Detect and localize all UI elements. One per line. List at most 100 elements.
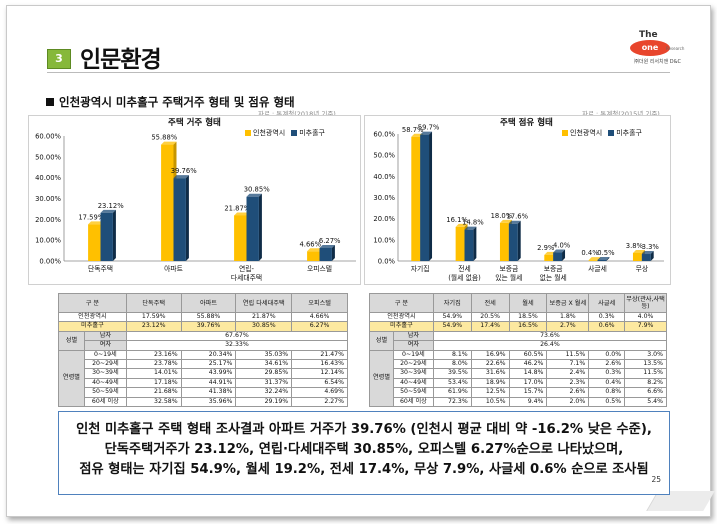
data-label: 6.27%	[319, 237, 341, 245]
table-cell: 16.5%	[508, 321, 548, 332]
table-cell: 0~19세	[83, 349, 127, 361]
bar	[499, 222, 509, 261]
table-cell: 5.4%	[624, 396, 667, 408]
table-cell: 18.9%	[470, 377, 510, 389]
table-row: 미추홀구 54.9% 17.4% 16.5% 2.7% 0.6% 7.9%	[369, 321, 667, 332]
data-label: 17.6%	[506, 213, 528, 221]
table-cell: 32.24%	[235, 387, 293, 398]
table-cell: 12.5%	[470, 387, 510, 398]
legend-label: 미추홀구	[616, 129, 642, 137]
table-cell: 21.47%	[291, 349, 348, 361]
table-cell: 13.5%	[624, 359, 667, 370]
table-header-cell: 무상(관사,사택 등)	[624, 293, 667, 313]
bar	[411, 136, 421, 261]
legend-swatch-navy	[291, 130, 298, 136]
table-row: 인천광역시 17.59% 55.88% 21.87% 4.66%	[58, 311, 348, 323]
table-header-cell: 구 분	[58, 293, 127, 313]
table-cell: 44.91%	[180, 377, 237, 389]
table-row: 50~59세 21.68% 41.38% 32.24% 4.69%	[59, 387, 348, 398]
legend-label: 미추홀구	[299, 129, 325, 137]
bar-side	[429, 131, 433, 261]
table-cell: 34.61%	[235, 359, 293, 370]
summary-line: 점유 형태는 자기집 54.9%, 월세 19.2%, 전세 17.4%, 무상…	[79, 462, 649, 477]
table-cell: 여자	[392, 340, 434, 351]
table-cell: 11.5%	[546, 349, 590, 361]
table-cell: 50~59세	[83, 387, 127, 398]
table-cell: 40~49세	[392, 377, 434, 389]
data-label: 17.59%	[78, 213, 104, 221]
bar-side	[331, 244, 335, 261]
table-group-label: 성별	[58, 330, 85, 351]
bar	[420, 134, 430, 261]
table-cell: 72.3%	[432, 396, 472, 408]
legend-item: 미추홀구	[291, 128, 325, 138]
table-header-row: 구 분 자기집 전세 월세 보증금 X 월세 사글세 무상(관사,사택 등)	[369, 293, 667, 313]
table-cell: 60세 이상	[392, 396, 434, 408]
title-divider	[47, 72, 670, 73]
x-tick-label: 있는 월세	[495, 273, 522, 282]
table-cell: 21.87%	[235, 311, 293, 323]
left-chart-legend: 인천광역시 미추홀구	[245, 128, 325, 138]
bar-side	[606, 256, 610, 261]
y-tick-label: 0.00%	[39, 258, 61, 266]
table-cell: 23.78%	[125, 359, 182, 370]
data-label: 18.0%	[491, 212, 513, 220]
x-tick-label: 전세	[458, 264, 471, 273]
table-cell: 15.7%	[508, 387, 548, 398]
logo-text-the: The	[639, 30, 658, 40]
y-tick-label: 10.00%	[35, 237, 61, 245]
table-cell: 30~39세	[83, 368, 127, 379]
table-cell: 12.14%	[291, 368, 348, 379]
bar	[246, 196, 259, 261]
table-cell: 20~29세	[392, 359, 434, 370]
table-cell: 23.12%	[125, 321, 182, 332]
bar	[307, 251, 320, 261]
table-cell: 17.59%	[125, 311, 182, 323]
left-chart-source: 자료 : 통계청(2018년 기준)	[258, 110, 336, 118]
table-cell: 0.0%	[588, 349, 626, 361]
bar	[173, 178, 186, 261]
table-row: 40~49세 53.4% 18.9% 17.0% 2.3% 0.4% 8.2%	[370, 377, 667, 389]
table-cell: 29.19%	[235, 396, 293, 408]
bar-side	[562, 249, 566, 261]
table-row: 연령별 0~19세 23.16% 20.34% 35.03% 21.47%	[58, 349, 348, 408]
data-label: 16.1%	[446, 216, 468, 224]
table-cell: 1.8%	[546, 311, 590, 323]
data-label: 2.9%	[537, 244, 555, 252]
x-tick-label: 아파트	[164, 264, 183, 273]
y-tick-label: 10.0%	[373, 236, 395, 244]
legend-label: 인천광역시	[570, 129, 603, 137]
table-cell: 4.66%	[291, 311, 348, 323]
table-cell: 30~39세	[392, 368, 434, 379]
table-cell: 0.8%	[588, 387, 626, 398]
bar-top	[499, 219, 512, 223]
table-cell: 60세 이상	[83, 396, 127, 408]
table-row: 60세 이상 72.3% 10.5% 9.4% 2.0% 0.5% 5.4%	[370, 396, 667, 408]
logo-text-one: one	[630, 40, 670, 56]
table-cell: 21.68%	[125, 387, 182, 398]
table-row: 미추홀구 23.12% 39.76% 30.85% 6.27%	[58, 321, 348, 332]
table-row: 성별 남자 73.6%	[369, 330, 668, 351]
legend-item: 미추홀구	[608, 128, 642, 138]
table-cell: 6.54%	[291, 377, 348, 389]
table-header-cell: 연립 다세대주택	[235, 293, 293, 313]
x-tick-label: 단독주택	[88, 264, 113, 273]
table-cell: 여자	[83, 340, 127, 351]
bar-top	[641, 251, 654, 255]
table-header-cell: 월세	[508, 293, 548, 313]
table-cell: 8.1%	[432, 349, 472, 361]
bar-top	[597, 256, 610, 260]
bar	[544, 254, 554, 261]
logo-text-company: ㈜더원 리서치앤 D&C	[634, 59, 682, 65]
table-header-cell: 구 분	[369, 293, 434, 313]
legend-swatch-gold	[245, 130, 251, 136]
y-tick-label: 20.00%	[35, 216, 61, 224]
table-cell: 43.99%	[180, 368, 237, 379]
y-tick-label: 30.0%	[373, 194, 395, 202]
table-cell: 2.6%	[588, 359, 626, 370]
bar	[234, 215, 247, 261]
bar	[455, 226, 465, 261]
table-cell: 31.37%	[235, 377, 293, 389]
table-cell: 8.0%	[432, 359, 472, 370]
bar-side	[258, 193, 262, 261]
